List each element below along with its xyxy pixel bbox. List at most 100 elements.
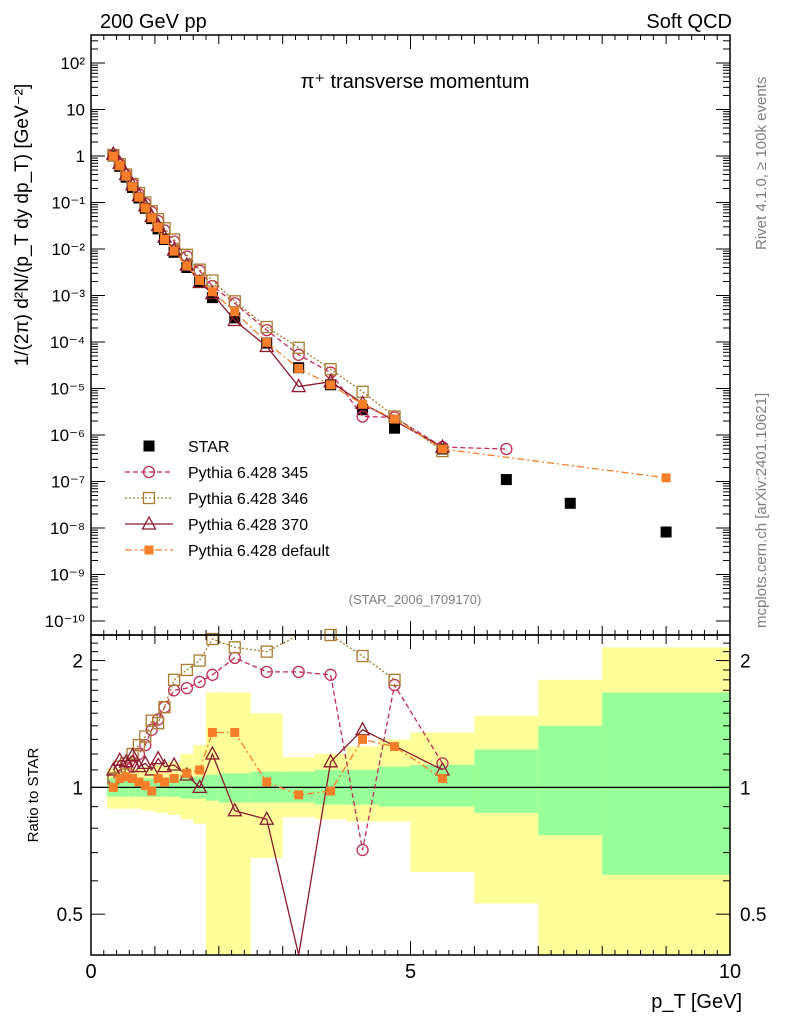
y-tick-label: 10⁻⁴ xyxy=(50,333,85,352)
data-point xyxy=(227,312,243,327)
ratio-point xyxy=(140,781,150,791)
data-point xyxy=(500,442,513,456)
y-tick-label: 10⁻⁸ xyxy=(50,519,85,538)
data-point xyxy=(195,276,205,286)
ratio-point xyxy=(230,727,240,737)
data-point xyxy=(437,444,447,454)
data-point xyxy=(390,414,400,424)
ratio-point xyxy=(134,777,144,787)
ratio-panel: 0.5 0.5 1 1 2 2 0 5 10 Ratio to STAR p_T [GeV] xyxy=(25,628,766,1013)
stat-band xyxy=(538,725,603,836)
series-line xyxy=(112,154,443,452)
ratio-point xyxy=(139,730,152,743)
data-point xyxy=(159,235,169,245)
y-tick-label: 10⁻² xyxy=(51,240,85,259)
series-line xyxy=(112,154,507,450)
analysis-id: (STAR_2006_I709170) xyxy=(349,592,482,607)
data-point xyxy=(115,160,125,170)
ratio-point xyxy=(132,738,146,752)
ratio-point xyxy=(260,645,273,658)
ratio-point xyxy=(139,738,152,752)
data-point xyxy=(128,182,138,192)
data-point xyxy=(291,378,307,393)
ratio-y-tick-label: 2 xyxy=(72,652,83,673)
ratio-point xyxy=(105,761,121,776)
ratio-point xyxy=(193,654,206,667)
ratio-point xyxy=(259,810,275,825)
main-y-axis-label: 1/(2π) d²N/(p_T dy dp_T) [GeV⁻²] xyxy=(12,84,33,367)
ratio-point xyxy=(150,750,166,765)
ratio-point xyxy=(324,668,337,681)
data-point xyxy=(326,380,336,390)
data-point xyxy=(356,410,369,423)
data-point xyxy=(660,526,672,538)
data-point xyxy=(292,348,305,361)
stat-band xyxy=(474,749,539,813)
ratio-point xyxy=(192,779,208,794)
ratio-point xyxy=(156,758,173,773)
ratio-point xyxy=(108,782,118,792)
data-point xyxy=(207,287,217,297)
ratio-point xyxy=(145,714,158,727)
ratio-point xyxy=(207,727,217,737)
ratio-point xyxy=(151,717,165,730)
ratio-point xyxy=(358,734,368,744)
y-tick-label: 1 xyxy=(76,147,85,166)
stat-band xyxy=(378,766,411,807)
ratio-y-tick-label-right: 0.5 xyxy=(740,905,766,926)
ratio-point xyxy=(128,773,138,783)
header-left: 200 GeV pp xyxy=(100,11,207,33)
ratio-point xyxy=(147,786,157,796)
mcplots-label: mcplots.cern.ch [arXiv:2401.10621] xyxy=(753,393,770,628)
data-point xyxy=(140,203,150,213)
ratio-point xyxy=(292,665,305,679)
x-tick-label: 5 xyxy=(405,961,416,983)
ratio-point xyxy=(112,751,128,766)
y-tick-label: 10⁻⁵ xyxy=(50,379,85,398)
y-tick-label: 10⁻⁹ xyxy=(50,566,85,585)
main-y-ticks: 10⁻¹⁰ 10⁻⁹ 10⁻⁸ 10⁻⁷ 10⁻⁶ 10⁻⁵ 10⁻⁴ 10⁻³ 10⁻² 10⁻… xyxy=(45,34,731,635)
ratio-point xyxy=(121,772,131,782)
ratio-point xyxy=(323,753,339,768)
ratio-point xyxy=(131,758,147,773)
data-point xyxy=(107,148,120,162)
data-point xyxy=(229,312,241,324)
ratio-point xyxy=(437,773,447,783)
data-point xyxy=(206,292,218,304)
ratio-y-tick-label-right: 2 xyxy=(740,652,751,673)
ratio-point xyxy=(195,765,205,775)
ratio-point xyxy=(166,756,182,771)
data-point xyxy=(661,473,671,483)
ratio-point xyxy=(182,768,192,778)
y-tick-label: 10⁻⁷ xyxy=(51,473,85,492)
ratio-y-tick-label: 1 xyxy=(72,778,83,799)
data-point xyxy=(500,474,512,486)
main-frame xyxy=(90,34,731,636)
main-panel: 10⁻¹⁰ 10⁻⁹ 10⁻⁸ 10⁻⁷ 10⁻⁶ 10⁻⁵ 10⁻⁴ 10⁻³ 10⁻² 10⁻… xyxy=(12,34,731,636)
legend-label: Pythia 6.428 345 xyxy=(188,465,308,482)
series-2 xyxy=(107,148,449,458)
data-point xyxy=(357,404,369,416)
ratio-point xyxy=(228,641,241,654)
data-point xyxy=(180,248,194,261)
ratio-point xyxy=(144,761,160,776)
ratio-point xyxy=(153,773,163,783)
data-point xyxy=(108,151,118,161)
y-tick-label: 10⁻³ xyxy=(51,286,85,305)
data-point xyxy=(228,295,241,308)
ratio-point xyxy=(169,773,179,783)
ratio-y-axis-label: Ratio to STAR xyxy=(25,747,42,842)
stat-band xyxy=(410,765,475,807)
y-tick-label: 10 xyxy=(66,100,85,119)
legend-label: Pythia 6.428 default xyxy=(188,543,330,560)
series-4 xyxy=(108,151,671,483)
legend-marker xyxy=(142,491,156,505)
ratio-point xyxy=(294,790,304,800)
x-tick-label: 0 xyxy=(85,961,96,983)
data-point xyxy=(564,497,576,509)
data-point xyxy=(182,261,192,271)
ratio-point xyxy=(388,673,401,686)
legend-marker xyxy=(142,465,156,479)
series-1 xyxy=(107,148,513,456)
header-right: Soft QCD xyxy=(646,11,732,33)
